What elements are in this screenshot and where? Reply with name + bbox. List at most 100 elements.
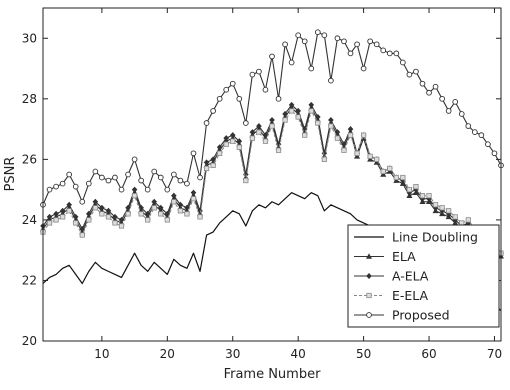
- data-point-e-ela: [53, 217, 59, 223]
- data-point-proposed: [413, 68, 419, 75]
- data-point-a-ela: [334, 129, 341, 136]
- data-point-e-ela: [406, 187, 413, 193]
- legend-marker-a-ela: [366, 272, 372, 280]
- data-point-proposed: [301, 38, 308, 45]
- data-point-proposed: [452, 98, 459, 105]
- data-point-e-ela: [302, 132, 308, 138]
- data-point-e-ela: [243, 177, 249, 184]
- data-point-e-ela: [73, 220, 79, 226]
- data-point-e-ela: [92, 205, 98, 211]
- data-point-e-ela: [203, 165, 210, 172]
- y-tick-label: 26: [22, 152, 37, 166]
- data-point-a-ela: [203, 159, 210, 166]
- data-point-proposed: [314, 29, 321, 36]
- data-point-proposed: [216, 95, 223, 102]
- x-tick-label: 10: [94, 347, 109, 361]
- data-point-e-ela: [393, 174, 399, 181]
- data-point-e-ela: [158, 211, 164, 217]
- legend-item-e-ela: E-ELA: [354, 288, 429, 303]
- data-point-proposed: [223, 86, 230, 93]
- data-point-proposed: [197, 174, 203, 181]
- x-tick-label: 20: [160, 347, 175, 361]
- data-point-a-ela: [184, 204, 190, 211]
- data-point-a-ela: [125, 204, 131, 211]
- data-point-proposed: [282, 41, 288, 48]
- data-point-a-ela: [144, 210, 151, 217]
- data-point-a-ela: [99, 204, 105, 211]
- data-point-proposed: [242, 120, 249, 126]
- data-point-a-ela: [282, 110, 288, 117]
- data-point-proposed: [210, 108, 216, 114]
- y-tick-label: 20: [22, 334, 37, 348]
- data-point-e-ela: [275, 147, 282, 153]
- data-point-proposed: [354, 41, 360, 48]
- legend-marker-ela: [365, 253, 373, 259]
- data-point-a-ela: [131, 186, 138, 193]
- data-point-a-ela: [308, 101, 315, 108]
- data-point-e-ela: [86, 217, 92, 223]
- data-point-e-ela: [105, 214, 112, 220]
- data-point-e-ela: [46, 220, 53, 226]
- data-point-e-ela: [171, 199, 177, 205]
- data-point-proposed: [79, 198, 86, 205]
- data-point-e-ela: [465, 217, 471, 223]
- y-tick-label: 30: [22, 31, 37, 45]
- y-axis-title: PSNR: [3, 157, 18, 192]
- data-point-e-ela: [380, 168, 386, 175]
- data-point-e-ela: [118, 223, 125, 229]
- data-point-e-ela: [138, 211, 144, 217]
- data-point-proposed: [288, 59, 295, 66]
- data-point-a-ela: [105, 207, 112, 214]
- data-point-e-ela: [190, 196, 197, 202]
- data-point-a-ela: [157, 204, 164, 211]
- data-point-a-ela: [314, 113, 321, 121]
- data-point-e-ela: [217, 150, 223, 156]
- data-point-a-ela: [301, 126, 308, 133]
- data-point-proposed: [380, 47, 387, 54]
- y-tick-label: 24: [22, 213, 37, 227]
- data-point-proposed: [105, 177, 112, 184]
- data-point-proposed: [269, 53, 275, 60]
- data-point-proposed: [367, 38, 373, 45]
- legend-label-proposed: Proposed: [392, 308, 450, 323]
- data-point-proposed: [308, 65, 315, 72]
- legend: Line Doubling ELA A-ELA E-ELA Proposed: [347, 224, 500, 328]
- data-point-a-ela: [295, 107, 301, 114]
- data-point-proposed: [406, 71, 413, 78]
- legend-label-a-ela: A-ELA: [392, 269, 429, 284]
- data-point-proposed: [256, 68, 262, 75]
- data-point-proposed: [445, 108, 452, 114]
- data-point-proposed: [347, 50, 354, 57]
- data-point-e-ela: [413, 184, 419, 190]
- data-point-e-ela: [452, 214, 458, 220]
- data-point-a-ela: [46, 213, 53, 220]
- data-point-proposed: [59, 180, 66, 187]
- data-point-proposed: [203, 120, 210, 126]
- data-point-a-ela: [347, 126, 354, 133]
- data-point-a-ela: [229, 132, 236, 139]
- data-point-proposed: [321, 32, 328, 39]
- y-tick-label: 22: [22, 273, 37, 287]
- data-point-e-ela: [236, 144, 242, 150]
- data-point-e-ela: [151, 205, 157, 211]
- data-point-e-ela: [347, 132, 354, 138]
- data-point-a-ela: [59, 207, 66, 214]
- data-point-proposed: [328, 77, 334, 84]
- data-point-e-ela: [328, 123, 334, 129]
- data-point-e-ela: [295, 114, 301, 120]
- legend-label-ela: ELA: [392, 249, 416, 264]
- data-point-proposed: [373, 41, 380, 48]
- data-point-proposed: [439, 95, 445, 102]
- data-point-a-ela: [85, 210, 92, 217]
- data-point-proposed: [157, 174, 164, 181]
- data-point-proposed: [360, 65, 367, 72]
- data-point-e-ela: [79, 232, 85, 238]
- x-tick-label: 50: [356, 347, 371, 361]
- y-tick-label: 28: [22, 92, 37, 106]
- data-point-a-ela: [210, 156, 216, 163]
- data-point-e-ela: [60, 214, 66, 220]
- data-point-e-ela: [341, 147, 347, 153]
- legend-item-proposed: Proposed: [354, 308, 450, 323]
